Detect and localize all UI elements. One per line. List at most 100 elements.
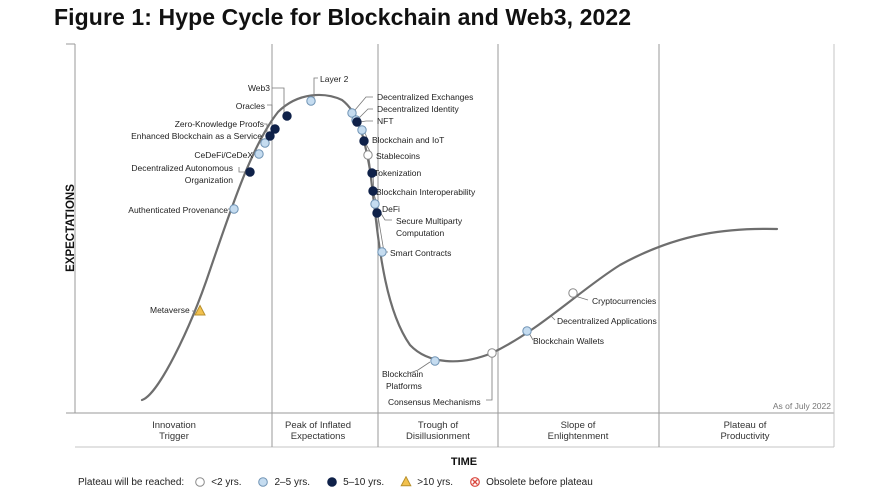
legend-item-5to10: 5–10 yrs. (326, 476, 384, 488)
circle-marker (430, 356, 440, 366)
phase-label: Disillusionment (406, 431, 470, 442)
circle-marker (347, 108, 357, 118)
circle-marker (265, 131, 275, 141)
circle-marker (367, 168, 377, 178)
tech-label: NFT (377, 116, 394, 126)
legend-label: 5–10 yrs. (343, 476, 385, 488)
circle-marker (306, 96, 316, 106)
tech-authenticated-provenance: Authenticated Provenance (128, 204, 239, 215)
legend-symbol-icon (326, 476, 338, 488)
tech-label: Decentralized Exchanges (377, 92, 473, 102)
phase-label: Peak of Inflated (285, 420, 351, 431)
legend-symbol-icon (194, 476, 206, 488)
tech-cedefi-cedex: CeDeFi/CeDeX (194, 149, 264, 160)
legend-symbol-icon (257, 476, 269, 488)
tech-label: DeFi (382, 204, 400, 214)
circle-marker (377, 247, 387, 257)
x-axis-label: TIME (451, 456, 477, 468)
legend-symbol-icon (469, 476, 481, 488)
x-mark (472, 479, 478, 485)
tech-label: Consensus Mechanisms (388, 397, 481, 407)
tech-label: Metaverse (150, 305, 190, 315)
tech-label: Zero-Knowledge Proofs (175, 119, 264, 129)
tech-web3: Web3 (248, 83, 292, 121)
tech-label: Computation (396, 228, 444, 238)
tech-blockchain-and-iot: Blockchain and IoT (357, 125, 444, 145)
tech-decentralized-applications: Decentralized Applications (522, 315, 657, 336)
circle-marker (327, 477, 337, 487)
circle-marker (282, 111, 292, 121)
tech-metaverse: Metaverse (150, 304, 206, 316)
triangle-marker (400, 476, 412, 487)
tech-label: CeDeFi/CeDeX (194, 150, 253, 160)
circle-marker (270, 124, 280, 134)
as-of-note: As of July 2022 (773, 401, 831, 411)
circle-marker (359, 136, 369, 146)
tech-label: Organization (185, 175, 233, 185)
tech-label: Decentralized Autonomous (131, 163, 233, 173)
tech-label: Blockchain (382, 369, 423, 379)
circle-marker (357, 125, 367, 135)
y-axis-label: EXPECTATIONS (65, 184, 77, 272)
circle-marker (254, 149, 264, 159)
tech-layer-2: Layer 2 (306, 74, 349, 106)
tech-oracles: Oracles (236, 101, 280, 134)
figure-title: Figure 1: Hype Cycle for Blockchain and … (54, 4, 632, 30)
circle-marker (260, 138, 270, 148)
legend-item-lt2: <2 yrs. (194, 476, 241, 488)
legend-label: Obsolete before plateau (486, 476, 593, 488)
phase-label: Productivity (720, 431, 769, 442)
tech-label: Secure Multiparty (396, 216, 463, 226)
tech-label: Blockchain and IoT (372, 135, 444, 145)
triangle-marker (194, 304, 206, 316)
circle-marker (370, 199, 380, 209)
tech-consensus-mechanisms: Consensus Mechanisms (388, 356, 493, 407)
circle-marker (368, 186, 378, 196)
leader-line (409, 361, 431, 374)
leader-line (238, 167, 246, 173)
legend-item-2to5: 2–5 yrs. (257, 476, 310, 488)
tech-label: Cryptocurrencies (592, 296, 656, 306)
tech-label: Enhanced Blockchain as a Service (131, 131, 262, 141)
leader-line (359, 120, 373, 123)
leader-line (264, 123, 268, 134)
tech-label: Decentralized Identity (377, 104, 459, 114)
tech-label: Stablecoins (376, 151, 420, 161)
legend-label: 2–5 yrs. (274, 476, 311, 488)
tech-decentralized-autonomous-organization: Decentralized Autonomous Organization (131, 163, 255, 185)
circle-marker (372, 208, 382, 218)
circle-marker (195, 477, 205, 487)
tech-nft: NFT (352, 116, 394, 127)
tech-enhanced-blockchain-as-a-service: Enhanced Blockchain as a Service (131, 131, 270, 148)
legend-label: <2 yrs. (211, 476, 242, 488)
leader-line (354, 96, 373, 111)
tech-label: Blockchain Interoperability (376, 187, 476, 197)
tech-blockchain-platforms: Blockchain Platforms (377, 247, 431, 391)
leader-line (486, 356, 493, 401)
circle-marker (487, 348, 497, 358)
phase-label: Innovation (152, 420, 196, 431)
axis-and-phase-labels: EXPECTATIONS TIME As of July 2022 Innovatio… (65, 184, 831, 468)
tech-label: Web3 (248, 83, 270, 93)
tech-label: Oracles (236, 101, 265, 111)
phase-label: Trough of (418, 420, 459, 431)
circle-marker (258, 477, 269, 487)
leader-line (550, 315, 556, 321)
circle-marker (522, 326, 532, 336)
phase-label: Enlightenment (548, 431, 609, 442)
tech-label: Smart Contracts (390, 248, 451, 258)
legend-item-obsolete: Obsolete before plateau (469, 476, 593, 488)
circle-marker (352, 117, 362, 127)
chart-frame (66, 43, 835, 448)
legend-label: >10 yrs. (417, 476, 454, 488)
leader-line (574, 295, 589, 301)
tech-cryptocurrencies: Cryptocurrencies (568, 288, 656, 306)
leader-line (313, 77, 318, 98)
leader-line (272, 87, 285, 113)
tech-label: Layer 2 (320, 74, 349, 84)
legend: Plateau will be reached: <2 yrs. 2–5 yrs. 5… (78, 475, 609, 489)
